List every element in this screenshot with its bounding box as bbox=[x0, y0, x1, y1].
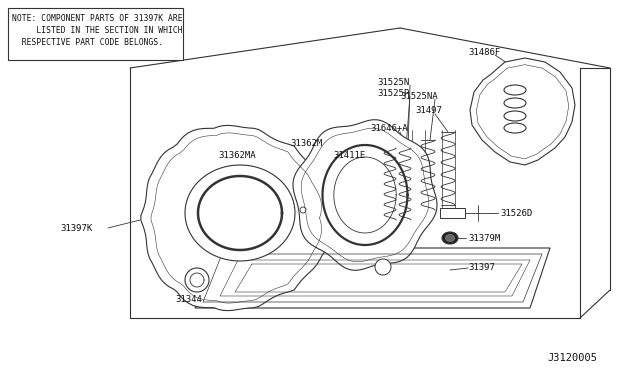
FancyBboxPatch shape bbox=[8, 8, 183, 60]
Text: 31397: 31397 bbox=[468, 263, 495, 273]
Polygon shape bbox=[195, 248, 550, 308]
Polygon shape bbox=[375, 259, 391, 275]
Text: 31525N: 31525N bbox=[377, 77, 409, 87]
Text: NOTE: COMPONENT PARTS OF 31397K ARE
     LISTED IN THE SECTION IN WHICH
  RESPEC: NOTE: COMPONENT PARTS OF 31397K ARE LIST… bbox=[12, 14, 182, 46]
Polygon shape bbox=[141, 125, 333, 311]
Text: 31525NA: 31525NA bbox=[400, 92, 438, 100]
Polygon shape bbox=[293, 120, 437, 270]
Text: 31362M: 31362M bbox=[290, 138, 323, 148]
Polygon shape bbox=[440, 208, 465, 218]
Polygon shape bbox=[470, 58, 575, 165]
Ellipse shape bbox=[442, 232, 458, 244]
Ellipse shape bbox=[445, 234, 454, 241]
Text: 31397K: 31397K bbox=[60, 224, 92, 232]
Text: 31344: 31344 bbox=[175, 295, 202, 305]
Text: 31525P: 31525P bbox=[377, 89, 409, 97]
Text: 31411E: 31411E bbox=[333, 151, 365, 160]
Polygon shape bbox=[185, 165, 295, 261]
Text: 31497: 31497 bbox=[415, 106, 442, 115]
Text: 31379M: 31379M bbox=[468, 234, 500, 243]
Text: 31486F: 31486F bbox=[468, 48, 500, 57]
Text: 31362MA: 31362MA bbox=[218, 151, 255, 160]
Text: 31526D: 31526D bbox=[500, 208, 532, 218]
Text: 31646+A: 31646+A bbox=[370, 124, 408, 132]
Text: J3120005: J3120005 bbox=[547, 353, 597, 363]
Polygon shape bbox=[185, 268, 209, 292]
